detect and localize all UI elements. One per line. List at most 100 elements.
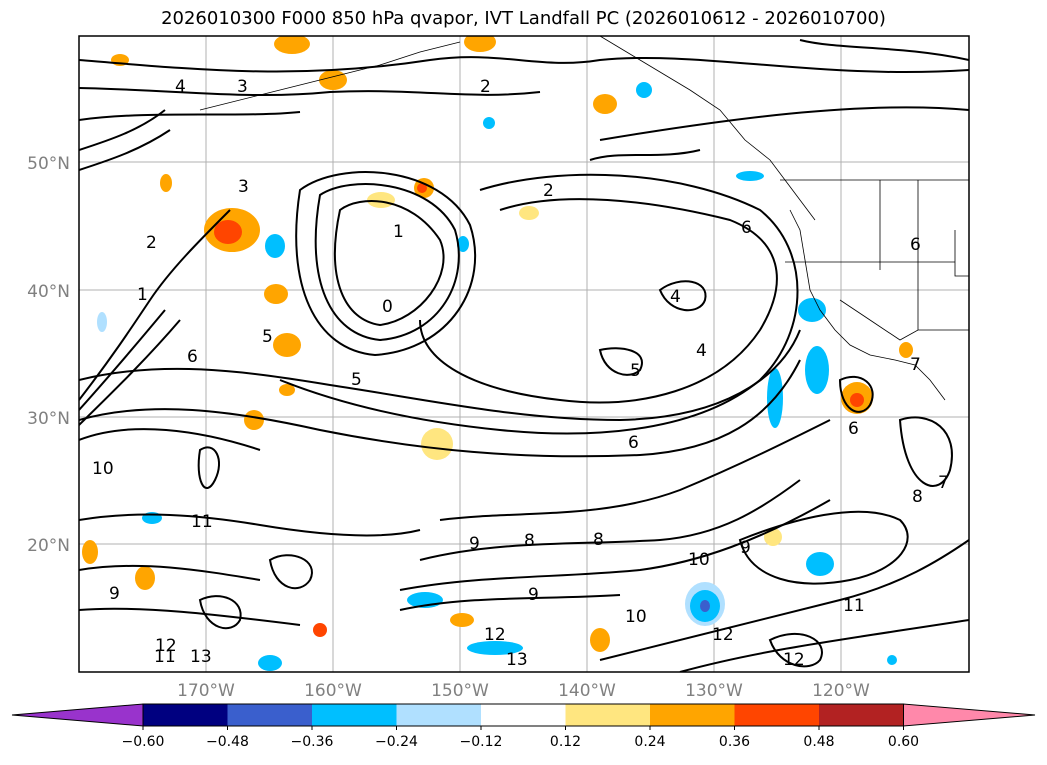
- colorbar: −0.60 −0.48 −0.36 −0.24 −0.12 0.12 0.24 0.36 0.4…: [11, 703, 1036, 750]
- negative-anomaly: [265, 234, 285, 258]
- colorbar-tick-label: 0.60: [888, 734, 919, 750]
- coastlines: [199, 36, 969, 401]
- colorbar-extend-high: [903, 703, 1036, 727]
- contour-label: 3: [238, 177, 249, 197]
- contour-label: 6: [910, 235, 921, 255]
- colorbar-segment: [819, 704, 904, 726]
- contour-label: 7: [910, 355, 921, 375]
- contour-label: 9: [109, 584, 120, 604]
- colorbar-tick-label: −0.36: [291, 734, 334, 750]
- map-frame: [78, 35, 970, 673]
- contour-label: 4: [696, 341, 707, 361]
- contour-label: 10: [688, 550, 710, 570]
- contour-label: 6: [741, 218, 752, 238]
- colorbar-extend-low: [11, 703, 144, 727]
- contour-labels: 0 1 1 2 2 2 3 3 4 4 4 5 5 5 6 6 6 6 6 7 …: [92, 77, 949, 670]
- positive-anomaly: [279, 384, 295, 396]
- contour-label: 9: [469, 534, 480, 554]
- contour-label: 8: [912, 487, 923, 507]
- lon-tick-label: 120°W: [812, 681, 870, 701]
- negative-anomaly: [636, 82, 652, 98]
- plot-title: 2026010300 F000 850 hPa qvapor, IVT Land…: [161, 8, 886, 29]
- contour-label: 7: [938, 473, 949, 493]
- contour-label: 2: [543, 181, 554, 201]
- lon-tick-label: 130°W: [685, 681, 743, 701]
- contour-label: 12: [783, 650, 805, 670]
- contour-label: 11: [154, 647, 176, 667]
- contour-label: 11: [843, 596, 865, 616]
- contour-lines: [79, 39, 969, 672]
- negative-anomaly: [736, 171, 764, 181]
- positive-anomaly: [319, 70, 347, 90]
- contour-label: 4: [670, 287, 681, 307]
- lat-tick-label: 50°N: [27, 154, 70, 174]
- lon-tick-label: 160°W: [304, 681, 362, 701]
- contour-label: 12: [484, 625, 506, 645]
- positive-anomaly: [593, 94, 617, 114]
- colorbar-segment: [312, 704, 397, 726]
- contour-label: 3: [237, 77, 248, 97]
- negative-anomaly: [97, 312, 107, 332]
- colorbar-tick-label: −0.24: [375, 734, 418, 750]
- colorbar-segment: [481, 704, 566, 726]
- contour-label: 6: [187, 347, 198, 367]
- positive-anomaly: [135, 566, 155, 590]
- positive-anomaly: [274, 36, 310, 54]
- positive-anomaly: [417, 183, 427, 193]
- lat-tick-label: 30°N: [27, 409, 70, 429]
- latitude-labels: 50°N 40°N 30°N 20°N: [27, 154, 70, 556]
- lon-tick-label: 170°W: [177, 681, 235, 701]
- graticule: [79, 36, 969, 672]
- colorbar-segment: [565, 704, 651, 726]
- negative-anomaly: [467, 641, 523, 655]
- longitude-labels: 170°W 160°W 150°W 140°W 130°W 120°W: [177, 681, 870, 701]
- colorbar-tick-label: 0.48: [803, 734, 834, 750]
- positive-anomaly: [850, 393, 864, 407]
- contour-label: 12: [712, 625, 734, 645]
- colorbar-tick-label: 0.24: [634, 734, 665, 750]
- lat-tick-label: 20°N: [27, 536, 70, 556]
- positive-anomaly: [244, 410, 264, 430]
- colorbar-segment: [227, 704, 313, 726]
- colorbar-tick-label: 0.36: [719, 734, 750, 750]
- contour-label: 13: [506, 650, 528, 670]
- positive-anomaly: [450, 613, 474, 627]
- contour-label: 12: [155, 636, 177, 656]
- positive-anomaly: [464, 36, 496, 52]
- contour-label: 8: [524, 531, 535, 551]
- colorbar-segment: [734, 704, 820, 726]
- contour-label: 13: [190, 647, 212, 667]
- lat-tick-label: 40°N: [27, 282, 70, 302]
- contour-label: 11: [191, 512, 213, 532]
- contour-label: 8: [593, 530, 604, 550]
- negative-anomaly: [457, 236, 469, 252]
- colorbar-tick-label: −0.12: [460, 734, 503, 750]
- colorbar-tick-label: −0.60: [122, 734, 165, 750]
- negative-anomaly: [806, 552, 834, 576]
- contour-label: 9: [740, 538, 751, 558]
- contour-label: 5: [630, 361, 641, 381]
- colorbar-segment: [650, 704, 735, 726]
- contour-label: 2: [480, 77, 491, 97]
- contour-label: 10: [92, 459, 114, 479]
- negative-anomaly: [700, 600, 710, 612]
- contour-label: 2: [146, 233, 157, 253]
- contour-label: 5: [262, 327, 273, 347]
- positive-anomaly: [367, 192, 395, 208]
- colorbar-outline: [142, 703, 904, 727]
- contour-label: 6: [628, 433, 639, 453]
- positive-anomaly: [214, 220, 242, 244]
- contour-label: 0: [382, 297, 393, 317]
- contour-label: 10: [625, 607, 647, 627]
- negative-anomaly: [258, 655, 282, 671]
- negative-anomaly: [887, 655, 897, 665]
- contour-label: 1: [393, 222, 404, 242]
- colorbar-tick-label: 0.12: [550, 734, 581, 750]
- contour-label: 1: [137, 285, 148, 305]
- positive-anomaly: [899, 342, 913, 358]
- colorbar-segment: [143, 704, 228, 726]
- positive-anomaly: [82, 540, 98, 564]
- lon-tick-label: 140°W: [558, 681, 616, 701]
- positive-anomaly: [421, 428, 453, 460]
- positive-anomaly: [519, 206, 539, 220]
